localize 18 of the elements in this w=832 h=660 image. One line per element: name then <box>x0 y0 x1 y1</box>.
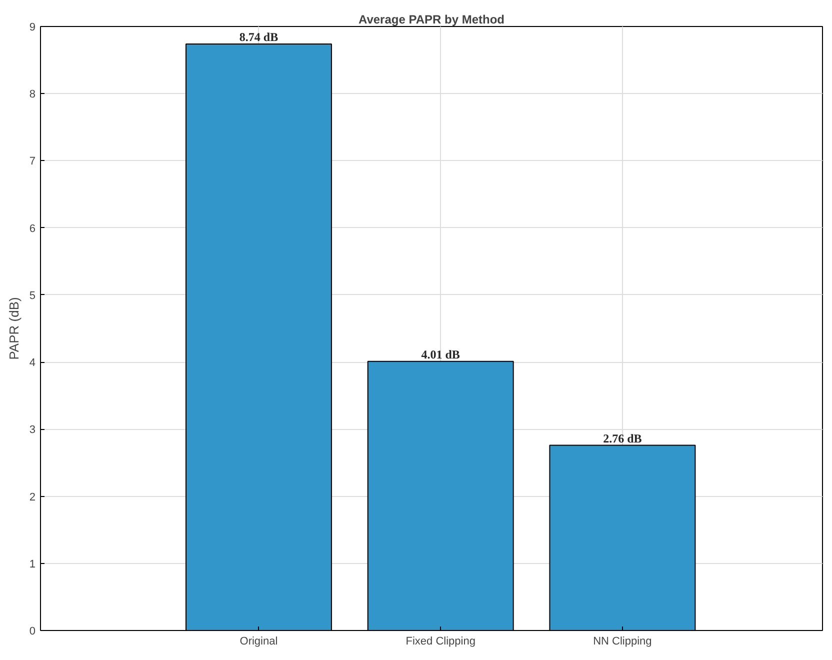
chart-title: Average PAPR by Method <box>358 12 505 26</box>
y-tick-label: 7 <box>29 156 36 168</box>
y-tick-label: 1 <box>29 558 36 570</box>
y-tick-label: 4 <box>29 357 36 370</box>
y-axis-title: PAPR (dB) <box>6 297 22 360</box>
y-tick-label: 5 <box>29 290 36 302</box>
y-tick-label: 0 <box>29 626 36 638</box>
data-label: 2.76 dB <box>603 431 642 446</box>
y-tick-label: 6 <box>29 222 36 235</box>
x-tick-label: Fixed Clipping <box>406 636 476 648</box>
y-tick-label: 8 <box>29 88 36 101</box>
y-tick-label: 3 <box>29 424 36 436</box>
data-label: 8.74 dB <box>239 30 278 44</box>
x-tick-label: NN Clipping <box>593 636 652 648</box>
y-tick-label: 2 <box>29 491 36 504</box>
data-label: 4.01 dB <box>421 347 460 362</box>
y-tick-label: 9 <box>29 22 36 34</box>
x-tick-label: Original <box>240 636 278 648</box>
